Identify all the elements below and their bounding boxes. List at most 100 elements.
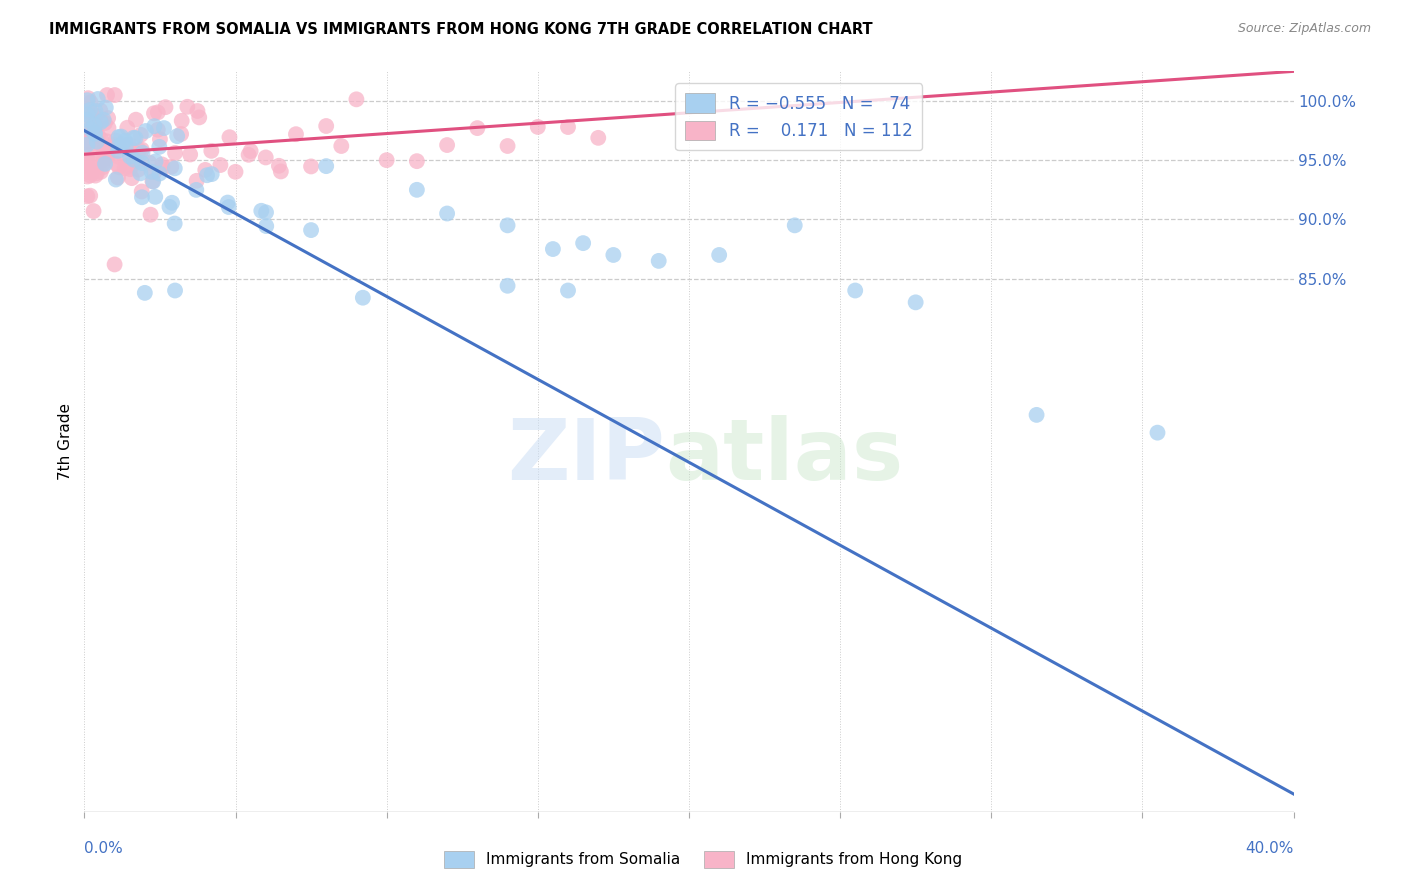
Point: [94, 101, 117, 115]
Point: [96, 150, 118, 164]
Point: [149, 132, 172, 146]
Point: [176, 100, 198, 114]
Text: atlas: atlas: [665, 415, 903, 498]
Point: [76, 156, 98, 170]
Point: [76, 165, 98, 179]
Point: [84, 127, 107, 141]
Point: [83, 141, 105, 155]
Point: [93, 148, 115, 162]
Point: [104, 138, 127, 153]
Point: [330, 139, 353, 153]
Point: [129, 128, 152, 142]
Point: [93, 144, 115, 158]
Point: [76, 169, 98, 184]
Point: [104, 257, 127, 271]
Point: [299, 223, 322, 237]
Point: [170, 127, 193, 141]
Point: [186, 174, 208, 188]
Point: [114, 161, 136, 176]
Point: [84, 169, 107, 183]
Text: ZIP: ZIP: [508, 415, 665, 498]
Point: [602, 248, 624, 262]
Point: [134, 285, 156, 300]
Point: [93, 153, 115, 167]
Point: [153, 121, 176, 136]
Point: [96, 134, 118, 148]
Point: [496, 139, 519, 153]
Point: [141, 165, 163, 179]
Point: [254, 151, 277, 165]
Point: [90, 165, 112, 179]
Point: [125, 154, 148, 169]
Point: [143, 106, 166, 120]
Point: [80, 125, 103, 139]
Point: [89, 103, 111, 118]
Point: [238, 148, 260, 162]
Point: [76, 112, 98, 127]
Point: [146, 105, 169, 120]
Point: [83, 118, 105, 132]
Point: [250, 203, 273, 218]
Point: [352, 291, 374, 305]
Point: [194, 162, 217, 177]
Point: [270, 164, 292, 178]
Point: [127, 162, 149, 177]
Point: [86, 166, 108, 180]
Point: [557, 284, 579, 298]
Point: [80, 110, 103, 124]
Text: 40.0%: 40.0%: [1246, 841, 1294, 856]
Point: [107, 144, 129, 158]
Point: [138, 155, 160, 169]
Point: [96, 88, 118, 103]
Point: [76, 112, 98, 127]
Point: [217, 195, 239, 210]
Point: [467, 121, 489, 136]
Point: [110, 129, 132, 144]
Point: [163, 161, 186, 176]
Point: [131, 156, 153, 170]
Point: [143, 190, 166, 204]
Point: [122, 153, 145, 167]
Point: [165, 145, 187, 160]
Point: [315, 159, 337, 173]
Point: [107, 130, 129, 145]
Point: [299, 160, 322, 174]
Point: [160, 195, 183, 210]
Point: [94, 116, 117, 130]
Point: [145, 154, 167, 169]
Point: [76, 137, 98, 152]
Point: [143, 119, 166, 133]
Point: [84, 125, 107, 139]
Point: [904, 295, 927, 310]
Point: [125, 112, 148, 127]
Point: [87, 155, 110, 169]
Point: [159, 200, 181, 214]
Point: [541, 242, 564, 256]
Point: [76, 153, 98, 167]
Point: [150, 161, 173, 175]
Point: [406, 154, 429, 169]
Point: [82, 122, 104, 136]
Point: [114, 140, 136, 154]
Point: [239, 144, 262, 158]
Point: [844, 284, 866, 298]
Point: [84, 119, 107, 133]
Point: [131, 190, 153, 204]
Point: [120, 162, 142, 177]
Point: [107, 139, 129, 153]
Point: [84, 103, 107, 118]
Point: [218, 200, 240, 214]
Point: [104, 172, 127, 186]
Point: [79, 188, 101, 202]
Point: [97, 111, 120, 125]
Point: [143, 165, 166, 179]
Point: [201, 167, 224, 181]
Legend: R = −0.555   N =   74, R =    0.171   N = 112: R = −0.555 N = 74, R = 0.171 N = 112: [675, 83, 922, 150]
Point: [218, 130, 240, 145]
Text: 0.0%: 0.0%: [84, 841, 124, 856]
Point: [165, 284, 187, 298]
Point: [100, 141, 122, 155]
Point: [93, 155, 115, 169]
Point: [76, 93, 98, 107]
Point: [267, 159, 290, 173]
